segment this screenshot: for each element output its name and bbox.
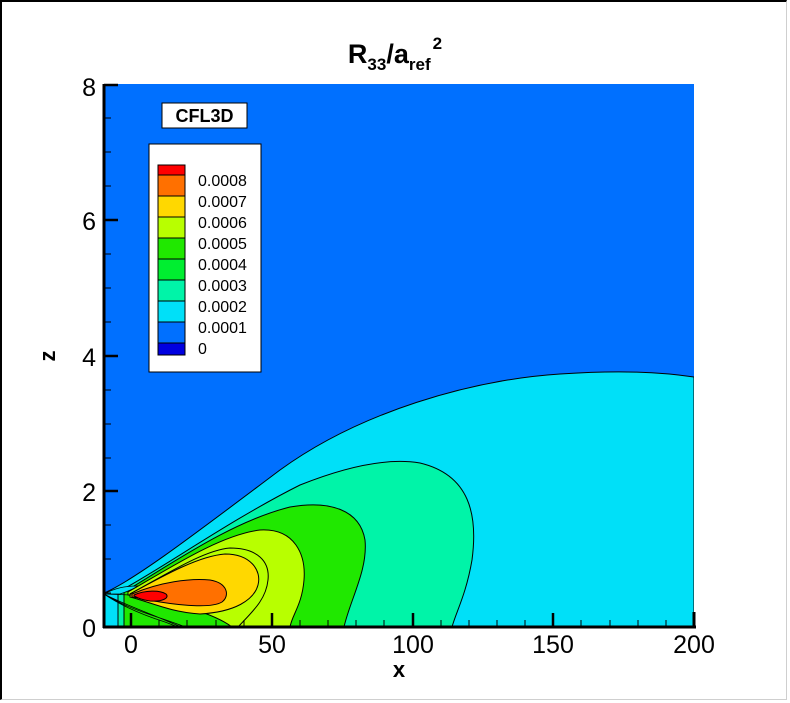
- svg-text:6: 6: [82, 208, 96, 236]
- svg-text:0.0002: 0.0002: [198, 299, 247, 316]
- svg-text:4: 4: [82, 344, 96, 372]
- svg-text:0.0004: 0.0004: [198, 257, 247, 274]
- svg-text:0.0003: 0.0003: [198, 278, 247, 295]
- svg-text:2: 2: [82, 479, 96, 507]
- svg-text:100: 100: [392, 631, 434, 659]
- y-tick-labels: 8 6 4 2 0: [82, 74, 96, 643]
- svg-text:0: 0: [82, 615, 96, 643]
- svg-text:0: 0: [124, 631, 138, 659]
- svg-text:0.0008: 0.0008: [198, 173, 247, 190]
- y-axis-title: z: [35, 351, 60, 362]
- contour-source-cyan: [104, 585, 140, 595]
- svg-text:0.0006: 0.0006: [198, 215, 247, 232]
- x-axis-title: x: [393, 657, 406, 682]
- legend: 0.0008 0.0007 0.0006 0.0005 0.0004 0.000…: [148, 143, 262, 373]
- svg-text:150: 150: [532, 631, 574, 659]
- contour-source-lines: [104, 593, 187, 627]
- solver-label-badge: CFL3D: [161, 102, 248, 129]
- x-tick-labels: 0 50 100 150 200: [124, 631, 715, 659]
- contour-band-0.0008: [133, 590, 168, 602]
- svg-text:CFL3D: CFL3D: [176, 106, 234, 126]
- svg-text:0: 0: [198, 341, 207, 358]
- chart-title: R33/aref2: [347, 34, 443, 74]
- legend-swatches: [157, 164, 186, 356]
- contour-band-0.0006: [129, 547, 269, 627]
- svg-text:0.0001: 0.0001: [198, 320, 247, 337]
- svg-text:200: 200: [673, 631, 715, 659]
- svg-text:0.0005: 0.0005: [198, 236, 247, 253]
- svg-text:0.0007: 0.0007: [198, 194, 247, 211]
- axes: [102, 83, 696, 629]
- svg-text:50: 50: [258, 631, 286, 659]
- svg-text:8: 8: [82, 74, 96, 102]
